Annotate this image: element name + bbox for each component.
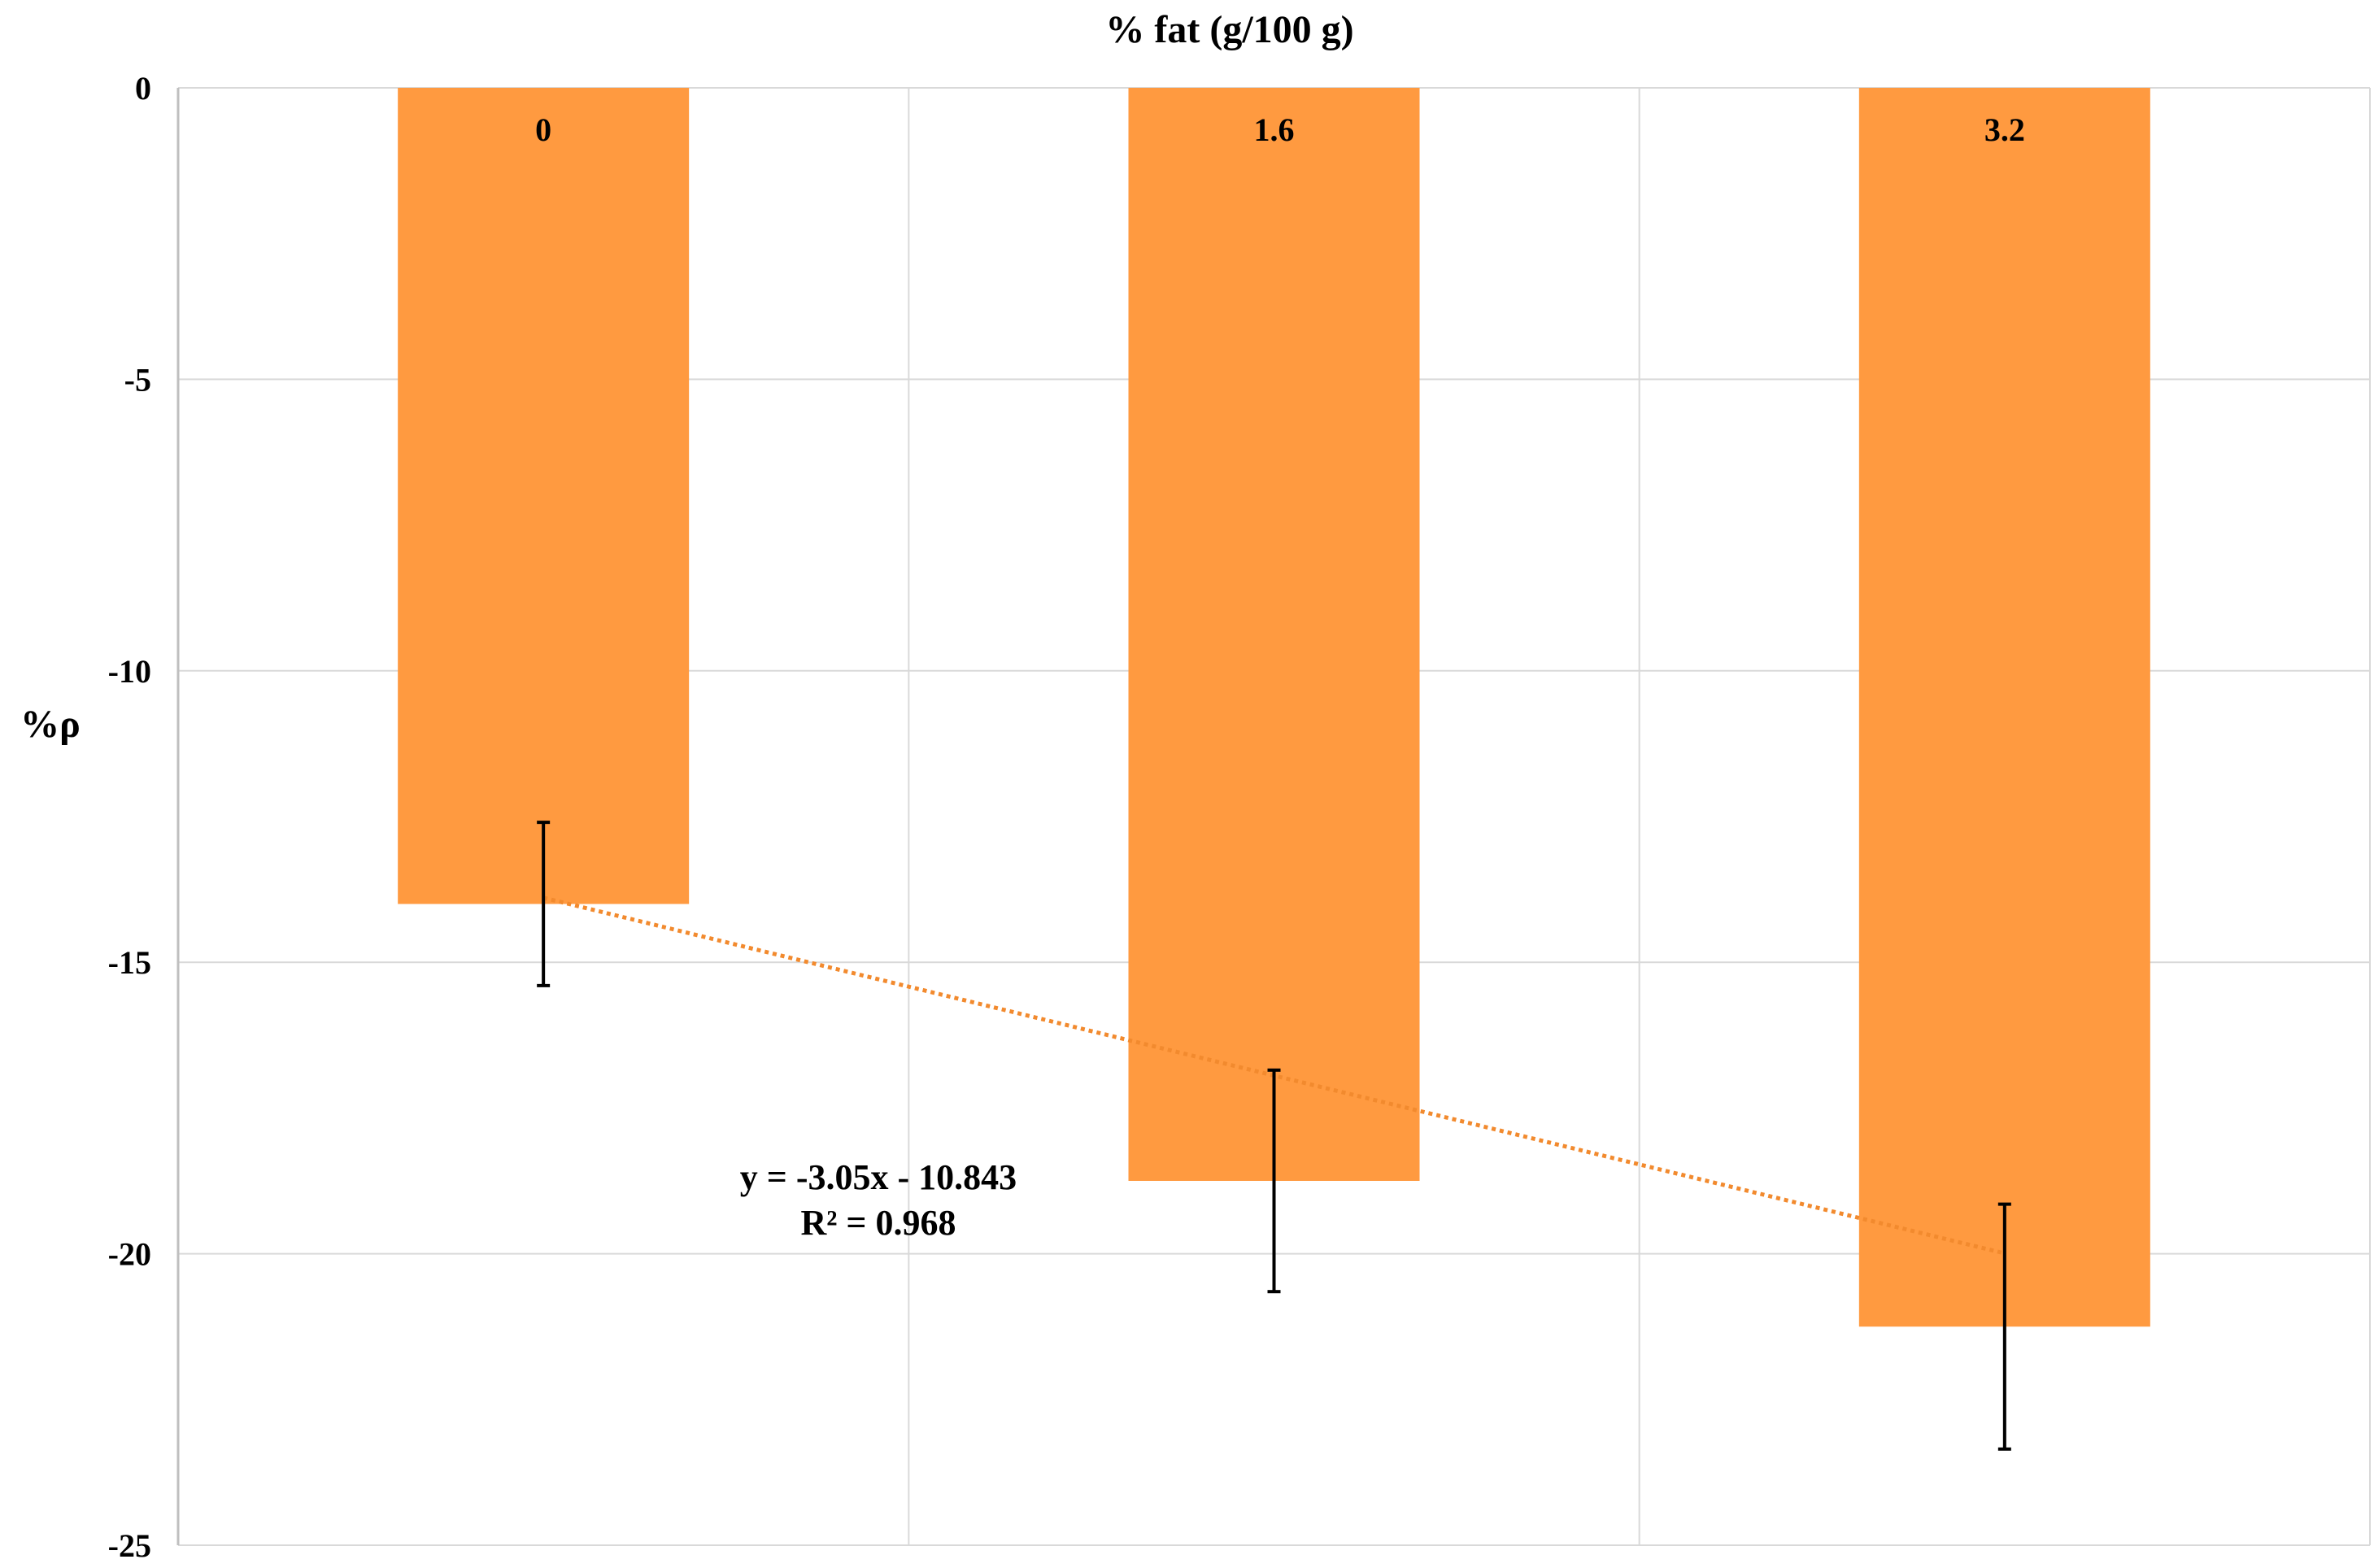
y-tick-label: -25 [108, 1527, 151, 1564]
bar [398, 88, 690, 904]
y-axis-label: %ρ [20, 703, 81, 746]
category-label: 3.2 [1984, 111, 2025, 148]
error-bars [537, 821, 2011, 1451]
chart-title: % fat (g/100 g) [1105, 8, 1353, 51]
y-tick-label: -15 [108, 944, 151, 981]
y-tick-label: -5 [124, 361, 151, 398]
category-label: 1.6 [1254, 111, 1295, 148]
bar [1858, 88, 2150, 1327]
y-tick-label: 0 [135, 70, 151, 107]
trendline-equation: y = -3.05x - 10.843 [740, 1157, 1017, 1197]
bars [398, 88, 2150, 1327]
bar [1128, 88, 1420, 1181]
y-tick-label: -20 [108, 1236, 151, 1273]
category-label: 0 [535, 111, 551, 148]
labels: 0 -5 -10 -15 -20 -25 0 1.6 3.2 [108, 70, 2025, 1564]
y-tick-label: -10 [108, 653, 151, 690]
trendline-r-squared: R² = 0.968 [800, 1203, 956, 1243]
